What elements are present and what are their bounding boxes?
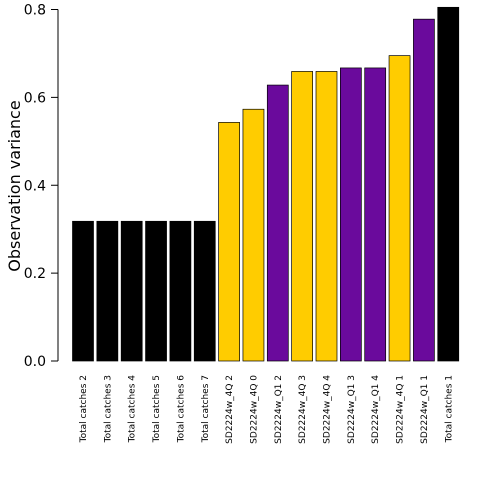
bar-total-catches-5 — [145, 220, 167, 362]
bar-total-catches-3 — [96, 220, 119, 362]
x-axis-labels: Total catches 2 Total catches 3 Total catc… — [79, 375, 454, 444]
x-category-label: SD2224w_4Q 3 — [298, 375, 308, 444]
x-category-label: Total catches 7 — [201, 375, 211, 443]
y-axis-title: Observation variance — [5, 100, 24, 271]
x-category-label: SD2224w_Q1 4 — [371, 375, 381, 444]
bar-total-catches-2 — [72, 220, 94, 362]
x-category-label: Total catches 2 — [79, 375, 89, 443]
bar-sd2224w-4q-4 — [315, 71, 338, 362]
bar-sd2224w-4q-2 — [218, 122, 240, 362]
x-category-label: Total catches 3 — [103, 375, 113, 443]
bars — [72, 6, 460, 362]
x-category-label: SD2224w_Q1 2 — [274, 375, 284, 444]
bar-total-catches-4 — [120, 220, 143, 362]
bar-total-catches-7 — [193, 220, 216, 362]
bar-sd2224w-q1-3 — [340, 67, 362, 362]
x-category-label: Total catches 1 — [444, 375, 454, 443]
bar-sd2224w-4q-3 — [291, 71, 313, 362]
bar-sd2224w-q1-4 — [364, 67, 387, 362]
bar-total-catches-1 — [437, 6, 460, 362]
x-category-label: SD2224w_Q1 3 — [347, 375, 357, 444]
y-tick-label: 0.0 — [24, 354, 46, 370]
x-category-label: SD2224w_4Q 4 — [323, 375, 333, 444]
bar-sd2224w-4q-1 — [388, 55, 411, 362]
x-category-label: Total catches 4 — [128, 375, 138, 444]
x-category-label: SD2224w_4Q 1 — [396, 375, 406, 444]
x-category-label: Total catches 6 — [176, 375, 186, 444]
x-category-label: Total catches 5 — [152, 375, 162, 443]
x-category-label: SD2224w_4Q 0 — [249, 375, 259, 444]
y-tick-label: 0.6 — [24, 90, 46, 106]
x-category-label: SD2224w_Q1 1 — [420, 375, 430, 444]
bar-sd2224w-4q-0 — [242, 108, 265, 362]
y-tick-label: 0.2 — [24, 266, 46, 282]
bar-sd2224w-q1-2 — [266, 84, 289, 362]
y-tick-label: 0.8 — [24, 3, 46, 19]
bar-sd2224w-q1-1 — [413, 18, 435, 362]
x-category-label: SD2224w_4Q 2 — [225, 375, 235, 444]
y-tick-label: 0.4 — [24, 178, 46, 194]
y-axis: 0.0 0.2 0.4 0.6 0.8 — [24, 3, 59, 370]
bar-total-catches-6 — [169, 220, 192, 362]
